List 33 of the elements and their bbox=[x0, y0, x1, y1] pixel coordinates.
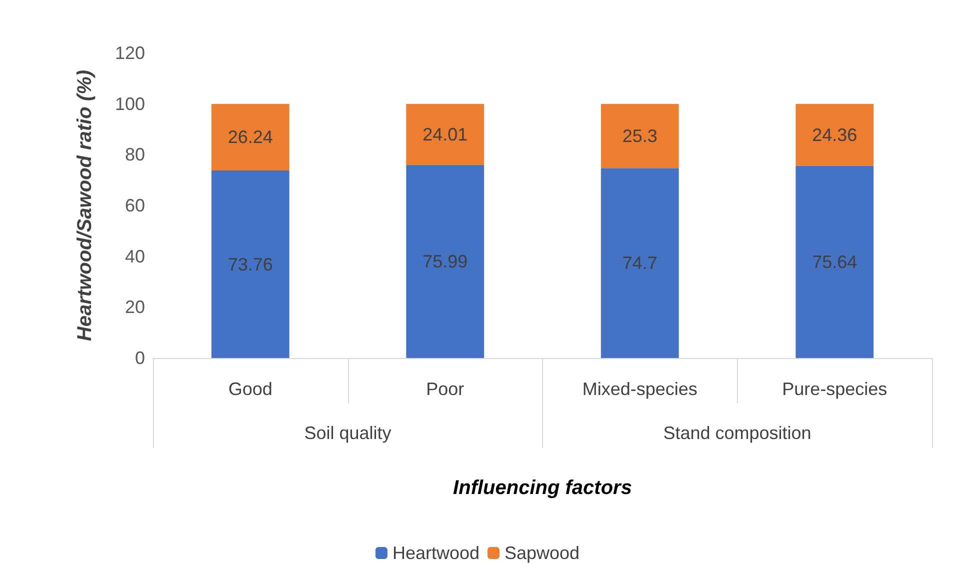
data-label: 75.99 bbox=[422, 251, 468, 272]
bar bbox=[211, 104, 290, 171]
bar bbox=[600, 168, 679, 358]
data-label: 73.76 bbox=[228, 254, 273, 274]
data-label: 25.3 bbox=[622, 126, 658, 146]
data-label: 24.01 bbox=[422, 124, 468, 144]
y-tick-label: 100 bbox=[114, 94, 145, 114]
x-tick-label: Pure-species bbox=[782, 379, 888, 399]
bar bbox=[406, 164, 484, 358]
legend-label: Heartwood bbox=[392, 543, 480, 563]
text: Soil quality bbox=[304, 423, 392, 443]
bar bbox=[796, 104, 874, 166]
y-tick-label: 0 bbox=[134, 348, 145, 368]
x-tick-label: Poor bbox=[426, 379, 464, 399]
bar bbox=[211, 170, 290, 358]
y-tick-label: 80 bbox=[124, 144, 145, 165]
x-axis-title: Influencing factors bbox=[453, 477, 632, 499]
y-tick-label: 20 bbox=[124, 297, 145, 318]
y-tick-label: 60 bbox=[124, 196, 145, 216]
data-label: 24.36 bbox=[812, 124, 858, 145]
text: Stand composition bbox=[663, 423, 812, 443]
data-label: 74.7 bbox=[622, 253, 658, 274]
data-label: 26.24 bbox=[228, 127, 273, 148]
x-tick-label: Mixed-species bbox=[582, 379, 698, 399]
x-tick-label: Good bbox=[228, 379, 272, 399]
data-label: 75.64 bbox=[812, 252, 858, 272]
legend-label: Sapwood bbox=[504, 543, 580, 563]
y-tick-label: 120 bbox=[114, 43, 145, 63]
bar bbox=[796, 166, 874, 358]
bar bbox=[406, 104, 484, 165]
y-tick-label: 40 bbox=[124, 246, 145, 266]
y-axis-title: Heartwood/Sawood ratio (%) bbox=[74, 70, 96, 342]
bar bbox=[600, 104, 679, 168]
